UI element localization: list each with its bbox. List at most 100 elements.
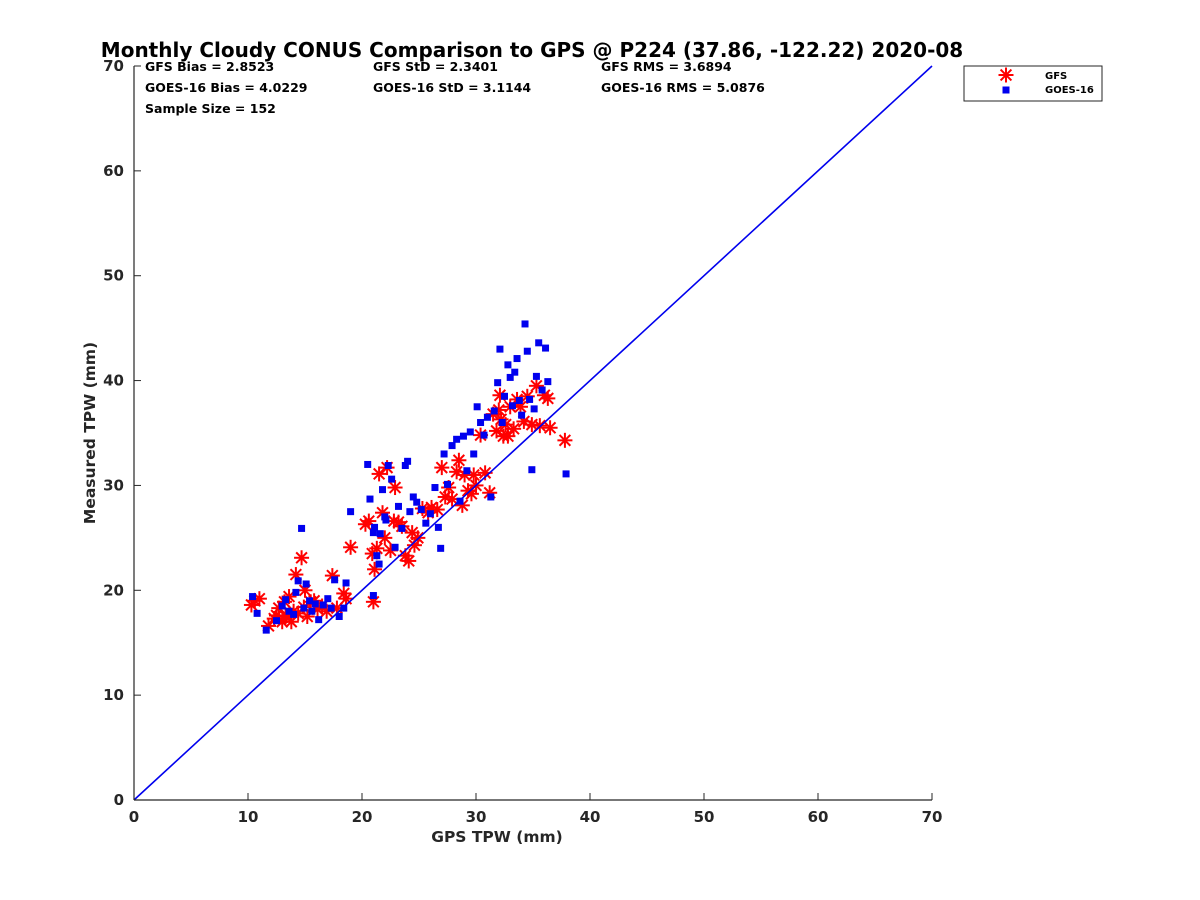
data-point-square bbox=[335, 613, 343, 620]
data-point-square bbox=[490, 407, 498, 415]
data-point-square bbox=[347, 508, 355, 516]
data-point-asterisk bbox=[434, 460, 450, 476]
legend: GFS GOES-16 bbox=[963, 65, 1103, 102]
stat-goes16-rms: GOES-16 RMS = 5.0876 bbox=[601, 80, 765, 95]
data-point-square bbox=[294, 577, 302, 585]
data-point-square bbox=[508, 402, 516, 410]
data-point-square bbox=[515, 396, 523, 404]
data-point-square bbox=[364, 460, 372, 468]
data-point-square bbox=[426, 510, 434, 518]
data-point-asterisk bbox=[542, 420, 558, 436]
x-axis-label: GPS TPW (mm) bbox=[431, 828, 563, 846]
data-point-square bbox=[440, 450, 448, 458]
data-point-asterisk bbox=[557, 432, 573, 448]
data-point-square bbox=[324, 595, 332, 603]
y-tick-label: 0 bbox=[114, 791, 124, 809]
data-point-square bbox=[384, 462, 392, 470]
y-axis-label: Measured TPW (mm) bbox=[81, 342, 99, 524]
data-point-square bbox=[278, 602, 286, 610]
data-point-square bbox=[473, 403, 481, 411]
chart-title: Monthly Cloudy CONUS Comparison to GPS @… bbox=[101, 38, 963, 62]
data-point-square bbox=[273, 617, 280, 625]
data-point-square bbox=[538, 386, 546, 394]
data-point-square bbox=[342, 579, 350, 587]
data-point-square bbox=[506, 373, 514, 381]
legend-marker-goes16 bbox=[1002, 86, 1010, 94]
data-point-square bbox=[501, 392, 508, 400]
legend-asterisk-marker bbox=[998, 67, 1014, 83]
x-tick-label: 10 bbox=[238, 808, 259, 826]
one-to-one-reference-line bbox=[133, 65, 933, 801]
data-point-asterisk bbox=[540, 390, 556, 406]
data-point-asterisk bbox=[387, 480, 403, 496]
x-tick-label: 70 bbox=[922, 808, 943, 826]
data-point-square bbox=[376, 530, 384, 538]
data-point-square bbox=[311, 600, 319, 608]
data-point-square bbox=[523, 347, 531, 355]
data-point-square bbox=[498, 419, 506, 427]
data-point-asterisk bbox=[500, 428, 516, 444]
data-point-square bbox=[369, 529, 377, 537]
data-point-square bbox=[453, 435, 461, 443]
y-tick-label: 70 bbox=[103, 57, 124, 75]
data-point-square bbox=[391, 543, 399, 551]
data-point-square bbox=[371, 523, 379, 531]
data-point-square bbox=[249, 593, 257, 601]
data-point-square bbox=[511, 368, 519, 376]
data-point-square bbox=[327, 604, 335, 612]
legend-label-goes16: GOES-16 bbox=[1045, 85, 1094, 96]
x-tick-label: 20 bbox=[352, 808, 373, 826]
plot-area: 0 10 20 30 40 50 60 70 0 10 20 30 40 50 60 70 bbox=[103, 57, 942, 826]
data-point-square bbox=[388, 475, 396, 483]
data-point-square bbox=[404, 457, 412, 465]
data-point-square bbox=[398, 524, 406, 532]
data-point-square bbox=[282, 596, 290, 604]
stat-gfs-bias: GFS Bias = 2.8523 bbox=[145, 59, 274, 74]
data-point-square bbox=[406, 508, 414, 516]
legend-square-marker bbox=[1002, 86, 1010, 94]
data-point-square bbox=[331, 576, 339, 584]
data-point-square bbox=[373, 552, 381, 560]
x-tick-label: 30 bbox=[466, 808, 487, 826]
data-point-square bbox=[413, 498, 421, 506]
data-point-square bbox=[409, 493, 417, 501]
y-tick-label: 60 bbox=[103, 162, 124, 180]
statistics-block: GFS Bias = 2.8523 GFS StD = 2.3401 GFS R… bbox=[145, 59, 765, 116]
stat-sample-size: Sample Size = 152 bbox=[145, 101, 276, 116]
data-point-asterisk bbox=[343, 539, 359, 555]
data-point-square bbox=[292, 588, 300, 596]
data-point-square bbox=[542, 344, 550, 352]
data-point-square bbox=[532, 372, 540, 380]
data-point-asterisk bbox=[251, 591, 267, 607]
data-point-square bbox=[381, 513, 389, 521]
data-point-square bbox=[470, 450, 478, 458]
x-tick-label: 50 bbox=[694, 808, 715, 826]
data-point-square bbox=[496, 345, 504, 353]
stat-gfs-rms: GFS RMS = 3.6894 bbox=[601, 59, 732, 74]
data-point-asterisk bbox=[294, 550, 310, 566]
data-point-asterisk bbox=[369, 540, 385, 556]
data-point-square bbox=[466, 428, 474, 436]
data-point-square bbox=[483, 413, 491, 421]
data-point-square bbox=[422, 519, 430, 527]
data-point-square bbox=[401, 462, 409, 470]
data-point-square bbox=[437, 544, 445, 552]
data-point-square bbox=[535, 339, 543, 347]
data-point-asterisk bbox=[451, 452, 467, 468]
stat-goes16-bias: GOES-16 Bias = 4.0229 bbox=[145, 80, 307, 95]
data-point-square bbox=[562, 470, 570, 478]
data-point-square bbox=[253, 609, 261, 617]
data-point-square bbox=[300, 604, 308, 612]
data-markers bbox=[243, 320, 573, 634]
data-point-square bbox=[504, 361, 512, 369]
data-point-square bbox=[459, 432, 467, 440]
stat-gfs-std: GFS StD = 2.3401 bbox=[373, 59, 498, 74]
y-tick-label: 40 bbox=[103, 372, 124, 390]
data-point-square bbox=[544, 378, 552, 386]
data-point-square bbox=[434, 523, 442, 531]
data-point-asterisk bbox=[401, 553, 417, 569]
data-point-square bbox=[394, 502, 402, 510]
axis-ticks: 0 10 20 30 40 50 60 70 0 10 20 30 40 50 60 70 bbox=[103, 57, 942, 826]
data-point-square bbox=[518, 411, 526, 419]
